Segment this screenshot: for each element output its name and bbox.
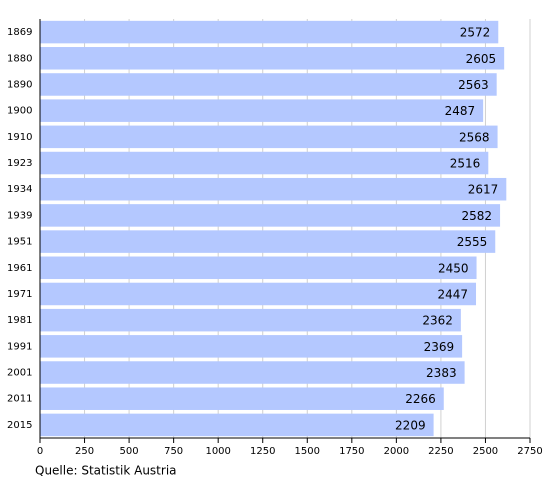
y-tick-label: 1900: [7, 106, 32, 117]
y-tick-label: 2015: [7, 420, 32, 431]
value-label: 2383: [426, 366, 457, 380]
y-tick-label: 1971: [7, 289, 32, 300]
x-tick-label: 0: [37, 446, 43, 457]
x-tick-label: 1750: [339, 446, 364, 457]
value-label: 2572: [460, 26, 491, 40]
bar: [40, 335, 463, 358]
bar: [40, 230, 496, 253]
bar: [40, 308, 461, 332]
value-label: 2516: [450, 157, 481, 171]
value-label: 2568: [459, 130, 490, 144]
value-label: 2369: [424, 340, 455, 354]
x-tick-label: 1000: [205, 446, 230, 457]
x-tick-label: 2500: [473, 446, 498, 457]
value-label: 2582: [462, 209, 493, 223]
value-label: 2617: [468, 183, 499, 197]
bar: [40, 47, 505, 70]
value-label: 2487: [445, 104, 476, 118]
x-tick-label: 250: [75, 446, 94, 457]
y-tick-label: 1961: [7, 263, 32, 274]
value-label: 2555: [457, 235, 488, 249]
bar: [40, 256, 477, 280]
y-tick-label: 1869: [7, 27, 32, 38]
bar: [40, 20, 499, 44]
bar: [40, 387, 444, 410]
value-label: 2447: [437, 287, 468, 301]
y-tick-label: 2011: [7, 394, 32, 405]
x-tick-label: 2750: [517, 446, 542, 457]
bar: [40, 413, 434, 437]
bar: [40, 282, 477, 306]
y-tick-label: 1939: [7, 210, 32, 221]
bar: [40, 73, 497, 96]
y-tick-label: 1991: [7, 341, 32, 352]
value-label: 2450: [438, 261, 469, 275]
x-tick-label: 2250: [428, 446, 453, 457]
source-note: Quelle: Statistik Austria: [35, 464, 177, 478]
x-tick-label: 750: [164, 446, 183, 457]
bar: [40, 204, 501, 227]
y-tick-label: 1890: [7, 79, 32, 90]
value-label: 2209: [395, 418, 426, 432]
y-tick-label: 1923: [7, 158, 32, 169]
x-tick-label: 1500: [295, 446, 320, 457]
value-label: 2266: [405, 392, 436, 406]
bar: [40, 361, 465, 384]
bar: [40, 151, 489, 175]
y-tick-label: 1981: [7, 315, 32, 326]
value-label: 2362: [422, 314, 453, 328]
x-tick-label: 1250: [250, 446, 275, 457]
y-tick-label: 1910: [7, 132, 32, 143]
y-tick-label: 2001: [7, 368, 32, 379]
y-tick-label: 1880: [7, 53, 32, 64]
y-tick-label: 1951: [7, 237, 32, 248]
bar: [40, 125, 498, 149]
y-tick-label: 1934: [7, 184, 32, 195]
x-tick-label: 2000: [384, 446, 409, 457]
bar: [40, 99, 484, 122]
x-tick-label: 500: [120, 446, 139, 457]
value-label: 2563: [458, 78, 489, 92]
bar: [40, 177, 507, 201]
value-label: 2605: [466, 52, 497, 66]
